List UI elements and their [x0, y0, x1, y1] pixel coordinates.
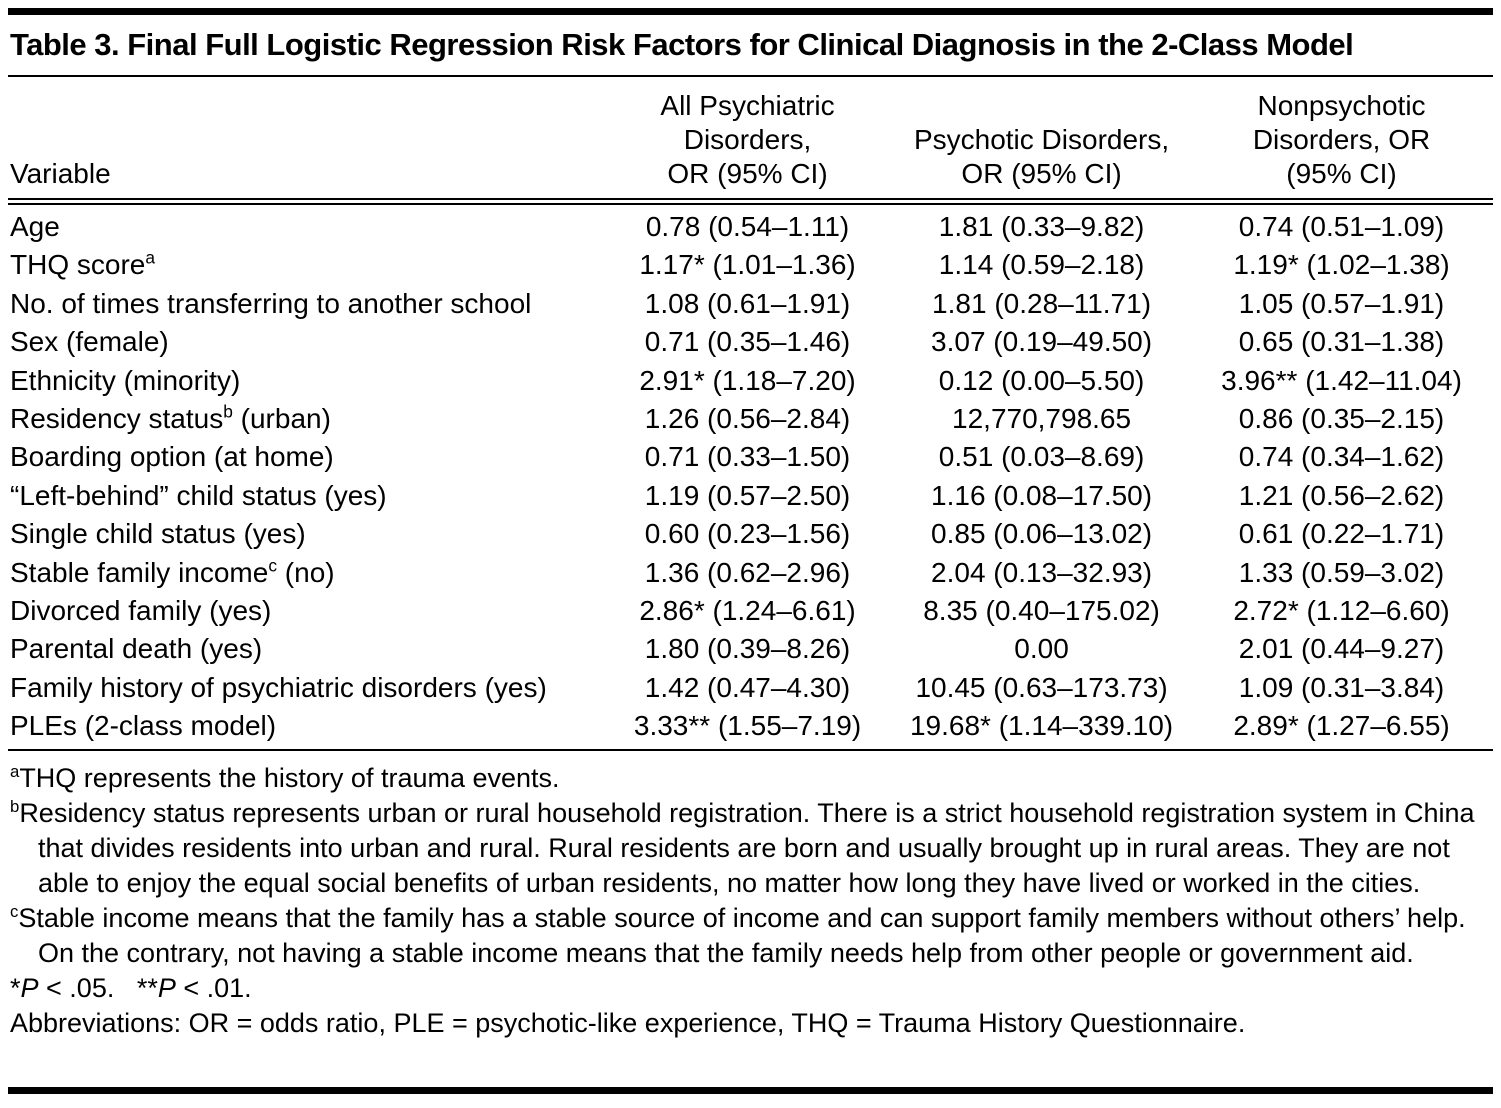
cell-value: 1.17* (1.01–1.36) — [639, 249, 856, 281]
cell-value: 2.86* (1.24–6.61) — [639, 595, 856, 627]
cell-value: 2.01 (0.44–9.27) — [1238, 633, 1445, 665]
cell-value: 0.65 (0.31–1.38) — [1238, 326, 1445, 358]
cell-value: 0.85 (0.06–13.02) — [931, 518, 1153, 550]
table-title: Table 3. Final Full Logistic Regression … — [10, 27, 1354, 62]
table-row: Divorced family (yes) 2.86* (1.24–6.61) 8.… — [8, 592, 1493, 630]
table-row: Age 0.78 (0.54–1.11) 1.81 (0.33–9.82) 0.74 … — [8, 202, 1493, 247]
cell-value: 2.91* (1.18–7.20) — [639, 364, 856, 396]
abbreviations-note: Abbreviations: OR = odds ratio, PLE = ps… — [10, 1007, 1246, 1038]
top-rule — [8, 8, 1493, 15]
cell-value: 1.36 (0.62–2.96) — [644, 556, 851, 588]
table-row: Single child status (yes) 0.60 (0.23–1.56… — [8, 515, 1493, 553]
cell-variable: Age — [10, 211, 60, 242]
cell-value: 0.60 (0.23–1.56) — [644, 518, 851, 550]
table-row: Boarding option (at home) 0.71 (0.33–1.50… — [8, 438, 1493, 476]
cell-value: 2.89* (1.27–6.55) — [1190, 707, 1493, 751]
cell-value: 12,770,798.65 — [952, 403, 1132, 435]
cell-variable: Sex (female) — [10, 326, 169, 358]
cell-variable: PLEs (2-class model) — [8, 707, 602, 751]
table-row: “Left-behind” child status (yes) 1.19 (0.… — [8, 477, 1493, 515]
cell-value: 1.81 (0.33–9.82) — [938, 211, 1145, 242]
cell-value: 1.33 (0.59–3.02) — [1238, 556, 1445, 588]
cell-variable: “Left-behind” child status (yes) — [10, 479, 387, 511]
cell-value: 0.71 (0.35–1.46) — [644, 326, 851, 358]
cell-value: 0.86 (0.35–2.15) — [1238, 403, 1445, 435]
column-header-psychotic-disorders: Psychotic Disorders, OR (95% CI) — [893, 75, 1191, 205]
cell-value: 8.35 (0.40–175.02) — [923, 595, 1160, 627]
cell-value: 1.26 (0.56–2.84) — [644, 403, 851, 435]
cell-value: 1.08 (0.61–1.91) — [644, 287, 851, 319]
column-header-variable: Variable — [8, 75, 602, 205]
cell-value: 1.16 (0.08–17.50) — [931, 479, 1153, 511]
table-row: PLEs (2-class model) 3.33** (1.55–7.19) 19… — [8, 707, 1493, 751]
significance-segment: P — [157, 972, 176, 1003]
cell-value: 1.19 (0.57–2.50) — [644, 479, 851, 511]
cell-variable: Parental death (yes) — [10, 633, 263, 665]
cell-variable: Family history of psychiatric disorders … — [10, 671, 547, 703]
cell-value: 2.72* (1.12–6.60) — [1233, 595, 1450, 627]
cell-value: 0.74 (0.34–1.62) — [1238, 441, 1445, 473]
cell-value: 0.78 (0.54–1.11) — [645, 211, 850, 242]
significance-segment: < .05. ** — [38, 972, 158, 1003]
cell-value: 0.74 (0.51–1.09) — [1238, 211, 1445, 242]
cell-value: 1.05 (0.57–1.91) — [1238, 287, 1445, 319]
cell-value: 1.19* (1.02–1.38) — [1233, 249, 1450, 281]
cell-value: 3.07 (0.19–49.50) — [931, 326, 1153, 358]
cell-variable: Boarding option (at home) — [10, 441, 334, 473]
cell-variable: Ethnicity (minority) — [10, 364, 241, 396]
cell-value: 1.42 (0.47–4.30) — [644, 671, 851, 703]
cell-value: 1.21 (0.56–2.62) — [1238, 479, 1445, 511]
cell-variable: Divorced family (yes) — [10, 595, 272, 627]
cell-value: 19.68* (1.14–339.10) — [893, 707, 1191, 751]
cell-value: 10.45 (0.63–173.73) — [915, 671, 1168, 703]
significance-note: *P < .05. **P < .01. — [10, 971, 1491, 1006]
cell-value: 1.80 (0.39–8.26) — [644, 633, 851, 665]
table-row: Family history of psychiatric disorders … — [8, 669, 1493, 707]
cell-variable: THQ scorea — [10, 248, 156, 281]
bottom-rule — [8, 1087, 1493, 1094]
cell-value: 1.81 (0.28–11.71) — [932, 287, 1152, 319]
cell-variable: Residency statusb (urban) — [10, 401, 331, 435]
significance-segment: * — [10, 972, 21, 1003]
table-row: Stable family incomec (no) 1.36 (0.62–2.9… — [8, 554, 1493, 592]
cell-value: 1.14 (0.59–2.18) — [938, 249, 1145, 281]
table-row: Ethnicity (minority) 2.91* (1.18–7.20) 0.1… — [8, 362, 1493, 400]
cell-value: 0.61 (0.22–1.71) — [1238, 518, 1445, 550]
cell-variable: Stable family incomec (no) — [10, 555, 335, 588]
footnote-c: cStable income means that the family has… — [10, 901, 1466, 968]
table-row: Parental death (yes) 1.80 (0.39–8.26) 0.00… — [8, 630, 1493, 668]
cell-value: 0.71 (0.33–1.50) — [644, 441, 851, 473]
cell-value: 1.09 (0.31–3.84) — [1238, 671, 1445, 703]
cell-value: 0.51 (0.03–8.69) — [938, 441, 1145, 473]
footnote-list: aTHQ represents the history of trauma ev… — [10, 761, 1491, 971]
table-row: Residency statusb (urban) 1.26 (0.56–2.84… — [8, 400, 1493, 438]
column-header-all-psychiatric-disorders: All Psychiatric Disorders, OR (95% CI) — [602, 75, 894, 205]
cell-value: 3.33** (1.55–7.19) — [602, 707, 894, 751]
cell-value: 0.00 — [1014, 633, 1069, 665]
cell-variable: Single child status (yes) — [10, 518, 306, 550]
cell-value: 2.04 (0.13–32.93) — [931, 556, 1153, 588]
table-header-row: Variable All Psychiatric Disorders, OR (95%… — [8, 75, 1493, 205]
footnotes-section: aTHQ represents the history of trauma ev… — [8, 751, 1493, 1041]
significance-segment: < .01. — [175, 972, 252, 1003]
footnote-a: aTHQ represents the history of trauma ev… — [10, 761, 560, 793]
table-row: Sex (female) 0.71 (0.35–1.46) 3.07 (0.19–4… — [8, 323, 1493, 361]
table-body: Age 0.78 (0.54–1.11) 1.81 (0.33–9.82) 0.74 … — [8, 202, 1493, 751]
table-row: THQ scorea 1.17* (1.01–1.36) 1.14 (0.59–2.… — [8, 246, 1493, 284]
footnote-b: bResidency status represents urban or ru… — [10, 796, 1475, 898]
results-table: Variable All Psychiatric Disorders, OR (95%… — [8, 75, 1493, 751]
cell-value: 3.96** (1.42–11.04) — [1221, 364, 1462, 396]
cell-variable: No. of times transferring to another sch… — [10, 287, 532, 319]
table-row: No. of times transferring to another sch… — [8, 285, 1493, 323]
significance-segment: P — [20, 972, 39, 1003]
cell-value: 0.12 (0.00–5.50) — [938, 364, 1145, 396]
column-header-nonpsychotic-disorders: Nonpsychotic Disorders, OR (95% CI) — [1190, 75, 1493, 205]
